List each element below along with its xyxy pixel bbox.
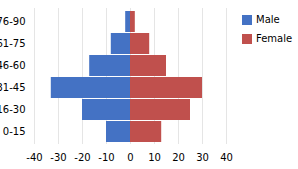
svg-text:-30: -30 (50, 152, 66, 163)
svg-text:61-75: 61-75 (0, 38, 26, 49)
svg-text:-40: -40 (26, 152, 42, 163)
svg-text:10: 10 (148, 152, 161, 163)
svg-text:16-30: 16-30 (0, 104, 26, 115)
svg-text:31-45: 31-45 (0, 82, 26, 93)
svg-text:-20: -20 (74, 152, 90, 163)
html-text:Female: Female (256, 33, 293, 44)
svg-text:46-60: 46-60 (0, 60, 26, 71)
svg-text:0-15: 0-15 (3, 126, 26, 137)
svg-text:20: 20 (172, 152, 185, 163)
svg-text:0: 0 (127, 152, 133, 163)
svg-text:76-90: 76-90 (0, 16, 26, 27)
svg-text:-10: -10 (98, 152, 114, 163)
html-text:Male: Male (256, 14, 280, 25)
svg-text:30: 30 (196, 152, 209, 163)
svg-text:40: 40 (220, 152, 233, 163)
